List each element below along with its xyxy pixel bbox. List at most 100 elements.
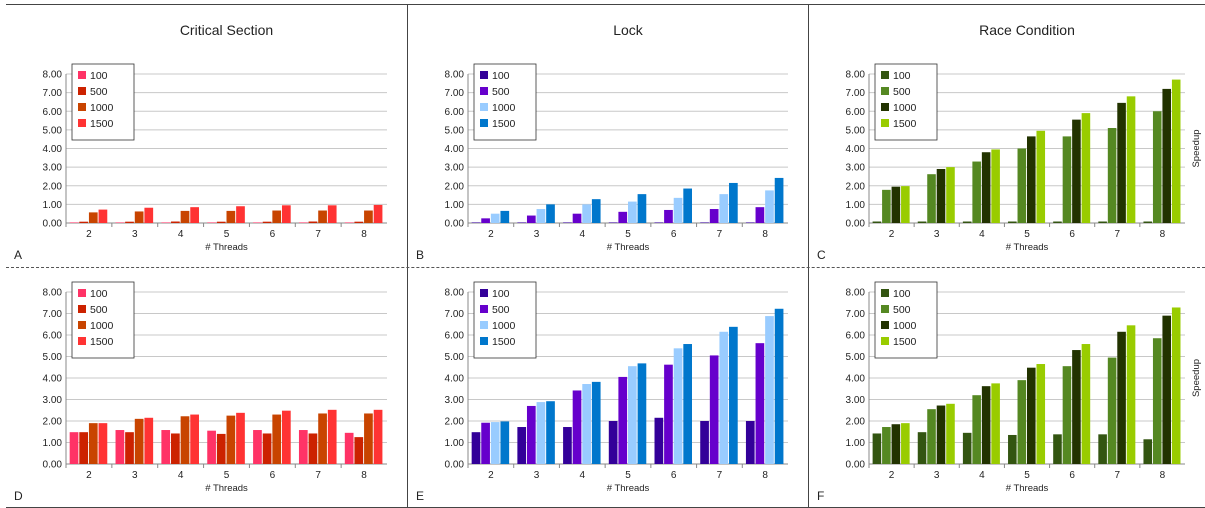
y-tick-label: 3.00: [445, 163, 465, 174]
bar-1500-7: [327, 205, 337, 223]
bar-1500-5: [236, 412, 245, 464]
y-tick-label: 8.00: [43, 288, 63, 299]
y-tick-label: 8.00: [445, 70, 465, 81]
bar-500-4: [572, 390, 582, 464]
y-tick-label: 7.00: [846, 88, 866, 99]
y-tick-label: 6.00: [445, 107, 465, 118]
legend-swatch: [78, 289, 86, 297]
y-tick-label: 0.00: [846, 460, 866, 471]
bar-100-2: [69, 222, 79, 223]
legend-swatch: [881, 103, 889, 111]
panel-race-condition-top: 0.00 1.00 2.00 3.00 4.00 5.00 6.00 7.00 8.00 2 3 4 5…: [809, 4, 1205, 267]
bar-1000-3: [134, 211, 144, 223]
bar-100-8: [745, 222, 755, 223]
legend-label: 1000: [492, 320, 516, 332]
legend-label: 1500: [492, 118, 516, 130]
bar-1000-3: [536, 402, 546, 464]
x-tick-label: 4: [580, 229, 586, 240]
bar-100-4: [161, 222, 171, 223]
y-tick-label: 1.00: [43, 438, 63, 449]
x-tick-label: 3: [534, 229, 540, 240]
bar-1000-8: [364, 210, 373, 223]
y-tick-label: 3.00: [43, 163, 63, 174]
bar-1500-2: [98, 423, 108, 464]
legend-label: 100: [893, 70, 911, 82]
y-tick-label: 7.00: [846, 309, 866, 320]
legend-label: 1000: [90, 320, 114, 332]
x-axis-label: # Threads: [1006, 483, 1049, 494]
legend-swatch: [881, 289, 889, 297]
bar-1000-7: [719, 194, 729, 223]
y-tick-label: 8.00: [445, 288, 465, 299]
figure-grid: 0.00 1.00 2.00 3.00 4.00 5.00 6.00 7.00 8.00 2 3 4 5…: [6, 4, 1205, 508]
legend-label: 1000: [893, 320, 917, 332]
bar-500-7: [308, 221, 318, 223]
bar-500-7: [709, 355, 719, 464]
y-tick-label: 6.00: [43, 107, 63, 118]
bar-500-4: [572, 213, 582, 223]
bar-1500-3: [946, 403, 955, 464]
y-tick-label: 4.00: [846, 374, 866, 385]
bar-500-7: [1107, 128, 1117, 223]
bar-500-2: [481, 422, 490, 464]
x-tick-label: 2: [889, 470, 895, 481]
bar-1500-5: [637, 194, 647, 223]
bar-100-8: [344, 222, 354, 223]
bar-500-5: [1017, 148, 1027, 223]
bar-1500-8: [373, 204, 383, 223]
panel-lock-bottom: 0.00 1.00 2.00 3.00 4.00 5.00 6.00 7.00 8.00 2 3 4 5…: [408, 268, 808, 508]
legend-label: 100: [492, 70, 510, 82]
chart-svg-b: 0.00 1.00 2.00 3.00 4.00 5.00 6.00 7.00 8.00 2 3 4 5…: [416, 22, 788, 262]
legend-swatch: [881, 119, 889, 127]
panel-letter: E: [416, 489, 424, 503]
x-tick-label: 2: [889, 229, 895, 240]
x-axis-label: # Threads: [607, 483, 650, 494]
bar-500-5: [618, 211, 628, 223]
y-tick-label: 4.00: [445, 374, 465, 385]
bar-500-3: [526, 405, 536, 464]
x-tick-label: 6: [671, 229, 677, 240]
panel-letter: B: [416, 248, 424, 262]
bar-1000-4: [180, 210, 190, 223]
legend-swatch: [881, 337, 889, 345]
bar-100-5: [207, 222, 216, 223]
bar-500-8: [755, 207, 765, 223]
y-axis-label: Speedup: [1191, 359, 1202, 397]
y-tick-label: 4.00: [445, 144, 465, 155]
x-tick-label: 7: [315, 470, 321, 481]
bar-500-6: [664, 364, 673, 464]
column-divider-2: [808, 4, 809, 508]
y-tick-label: 3.00: [846, 395, 866, 406]
panel-lock-top: 0.00 1.00 2.00 3.00 4.00 5.00 6.00 7.00 8.00 2 3 4 5…: [408, 4, 808, 267]
bar-1000-7: [719, 331, 729, 464]
column-divider-1: [407, 4, 408, 508]
legend-label: 1000: [492, 102, 516, 114]
bar-100-2: [471, 222, 481, 223]
y-tick-label: 2.00: [445, 181, 465, 192]
y-tick-label: 1.00: [445, 200, 465, 211]
bar-1000-5: [628, 201, 637, 223]
x-axis-label: # Threads: [1006, 242, 1049, 253]
bar-1500-4: [991, 383, 1000, 464]
bar-100-3: [917, 432, 927, 464]
x-tick-label: 2: [86, 229, 92, 240]
bar-100-6: [1053, 434, 1062, 464]
y-tick-label: 0.00: [445, 460, 465, 471]
bar-500-4: [972, 395, 981, 464]
bar-100-6: [253, 222, 262, 223]
bar-1000-6: [673, 197, 683, 223]
bar-100-6: [654, 417, 664, 464]
legend-swatch: [78, 119, 86, 127]
bar-1000-6: [272, 210, 282, 223]
x-tick-label: 6: [671, 470, 677, 481]
bar-500-8: [1152, 338, 1162, 464]
legend-label: 1000: [893, 102, 917, 114]
chart-svg-e: 0.00 1.00 2.00 3.00 4.00 5.00 6.00 7.00 8.00 2 3 4 5…: [416, 281, 788, 503]
y-tick-label: 2.00: [846, 417, 866, 428]
x-tick-label: 5: [1024, 229, 1030, 240]
bar-100-3: [115, 222, 125, 223]
bar-100-6: [253, 430, 262, 464]
x-tick-label: 8: [762, 229, 768, 240]
bar-1500-5: [236, 206, 245, 223]
x-tick-label: 5: [625, 229, 631, 240]
